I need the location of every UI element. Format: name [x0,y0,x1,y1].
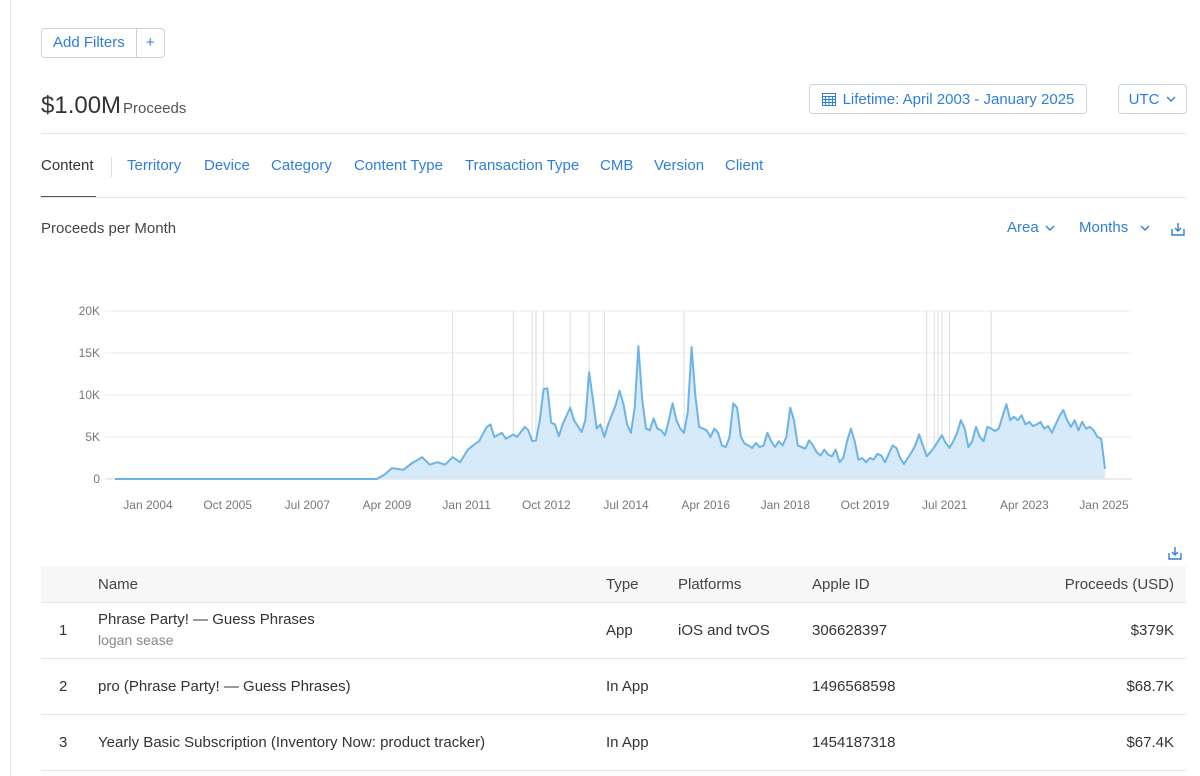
x-tick-label: Oct 2005 [203,498,252,512]
row-name[interactable]: pro (Phrase Party! — Guess Phrases) [98,678,351,695]
tab-cmb[interactable]: CMB [600,157,634,174]
tab-transaction-type[interactable]: Transaction Type [465,157,580,174]
chart-type-label: Area [1007,219,1039,236]
proceeds-area-fill [115,346,1105,479]
header-apple-id[interactable]: Apple ID [812,576,870,593]
header-name[interactable]: Name [98,576,139,593]
timezone-select[interactable]: UTC [1118,84,1187,114]
left-border [10,0,11,776]
chart-period-dropdown[interactable]: Months [1079,219,1150,236]
row-platforms: iOS and tvOS [678,622,770,639]
proceeds-total: $1.00M [41,92,122,119]
chart-type-dropdown[interactable]: Area [1007,219,1055,236]
y-tick-label: 10K [79,388,100,402]
x-tick-label: Jan 2025 [1079,498,1129,512]
table-header: Name Type Platforms Apple ID Proceeds (U… [41,566,1186,603]
add-filter-plus-button[interactable]: + [135,29,164,57]
x-tick-label: Jul 2014 [603,498,649,512]
header-platforms[interactable]: Platforms [678,576,742,593]
header-proceeds[interactable]: Proceeds (USD) [1064,576,1174,593]
x-tick-label: Apr 2016 [681,498,730,512]
tab-territory[interactable]: Territory [127,157,182,174]
proceeds-label: Proceeds [123,100,187,117]
row-proceeds: $67.4K [1126,734,1174,751]
y-tick-label: 15K [79,346,100,360]
row-rank: 3 [59,734,68,751]
x-tick-label: Jan 2018 [761,498,811,512]
chevron-down-icon [1166,96,1176,102]
date-range-button[interactable]: Lifetime: April 2003 - January 2025 [809,84,1087,114]
divider [41,133,1186,134]
table-row[interactable]: 2 pro (Phrase Party! — Guess Phrases) In… [41,658,1186,715]
filter-group: Add Filters + [41,28,165,58]
date-range-label: Lifetime: April 2003 - January 2025 [842,90,1075,108]
x-tick-label: Oct 2019 [841,498,890,512]
row-apple-id: 306628397 [812,622,888,639]
row-proceeds: $68.7K [1126,678,1174,695]
tab-content-type[interactable]: Content Type [354,157,443,174]
row-name[interactable]: Yearly Basic Subscription (Inventory Now… [98,734,486,751]
row-apple-id: 1454187318 [812,734,896,751]
row-rank: 2 [59,678,68,695]
x-tick-label: Jan 2011 [442,498,491,512]
chevron-down-icon [1140,225,1150,231]
tab-divider [111,157,112,177]
tab-content[interactable]: Content [41,157,94,174]
y-tick-label: 0 [93,472,100,486]
x-tick-label: Oct 2012 [522,498,571,512]
row-proceeds: $379K [1130,622,1174,639]
header-type[interactable]: Type [606,576,639,593]
add-filters-button[interactable]: Add Filters [53,34,125,51]
x-tick-label: Apr 2023 [1000,498,1049,512]
chart-download-icon[interactable] [1170,221,1186,237]
row-type: In App [606,678,649,695]
chart-period-label: Months [1079,219,1129,236]
row-type: In App [606,734,649,751]
row-developer: logan sease [98,632,174,648]
proceeds-area-line [115,345,1106,480]
chart-title: Proceeds per Month [41,220,177,237]
x-tick-label: Apr 2009 [363,498,412,512]
tab-version[interactable]: Version [654,157,705,174]
divider [41,197,1186,198]
row-type: App [606,622,633,639]
row-apple-id: 1496568598 [812,678,896,695]
x-tick-label: Jul 2021 [922,498,968,512]
x-tick-label: Jan 2004 [123,498,173,512]
chevron-down-icon [1045,225,1055,231]
timezone-label: UTC [1128,90,1160,108]
table-download-icon[interactable] [1167,545,1183,561]
table-row[interactable]: 1 Phrase Party! — Guess Phrases logan se… [41,602,1186,659]
row-name[interactable]: Phrase Party! — Guess Phrases [98,611,315,628]
calendar-icon [821,92,836,106]
table-row[interactable]: 3 Yearly Basic Subscription (Inventory N… [41,714,1186,771]
row-rank: 1 [59,622,68,639]
tab-device[interactable]: Device [204,157,250,174]
y-tick-label: 20K [79,304,100,318]
tab-category[interactable]: Category [271,157,332,174]
y-tick-label: 5K [85,430,100,444]
x-tick-label: Jul 2007 [285,498,331,512]
proceeds-area-chart: 0 5K 10K 15K 20K Jan 2004 Oct 2005 Jul 2007 Apr… [79,304,1132,512]
tab-client[interactable]: Client [725,157,764,174]
